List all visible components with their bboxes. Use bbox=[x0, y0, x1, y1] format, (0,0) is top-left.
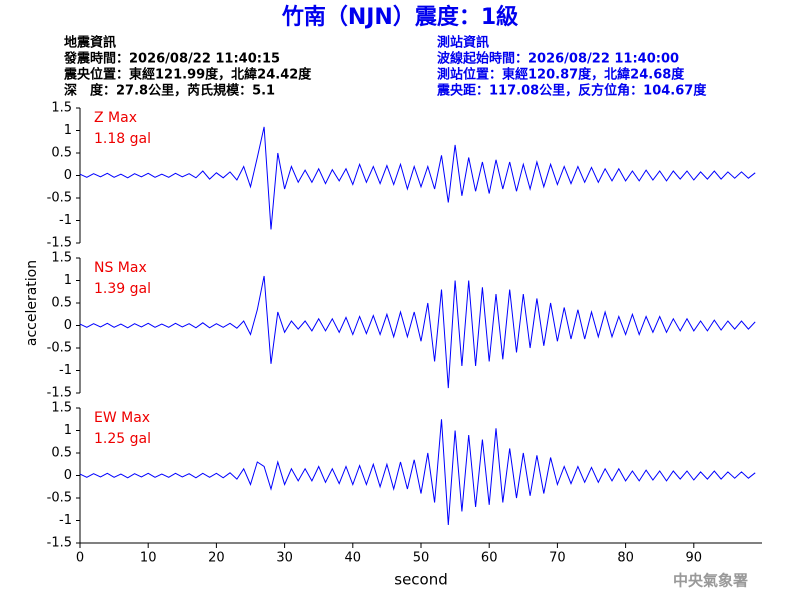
x-tick-label: 10 bbox=[140, 551, 157, 566]
y-tick-label: 1.5 bbox=[51, 401, 72, 416]
y-tick-label: -1 bbox=[59, 363, 72, 378]
x-tick-label: 50 bbox=[413, 551, 430, 566]
y-tick-label: 1 bbox=[64, 123, 72, 138]
y-tick-label: 0.5 bbox=[51, 296, 72, 311]
chart-title: 竹南（NJN）震度：1級 bbox=[281, 4, 518, 30]
y-axis-label: acceleration bbox=[24, 260, 40, 346]
info-line: 測站位置：東經120.87度，北緯24.68度 bbox=[437, 67, 685, 83]
x-tick-label: 60 bbox=[481, 551, 498, 566]
y-tick-label: 0.5 bbox=[51, 446, 72, 461]
y-tick-label: -0.5 bbox=[47, 341, 72, 356]
event-info: 地震資訊 發震時間：2026/08/22 11:40:15 震央位置：東經121… bbox=[63, 35, 312, 99]
y-tick-label: 0 bbox=[64, 318, 72, 333]
x-tick-label: 80 bbox=[617, 551, 634, 566]
y-tick-label: -1.5 bbox=[47, 386, 72, 401]
footer-credit: 中央氣象署 bbox=[673, 572, 748, 590]
max-label: 1.25 gal bbox=[94, 431, 151, 447]
x-tick-label: 40 bbox=[345, 551, 362, 566]
info-line: 測站資訊 bbox=[437, 35, 489, 51]
y-tick-label: 1 bbox=[64, 423, 72, 438]
info-line: 深 度：27.8公里，芮氏規模：5.1 bbox=[64, 83, 275, 99]
waveform bbox=[79, 126, 756, 230]
y-tick-label: 0 bbox=[64, 468, 72, 483]
y-tick-label: -1 bbox=[59, 513, 72, 528]
info-line: 地震資訊 bbox=[64, 35, 116, 51]
y-tick-label: 0.5 bbox=[51, 146, 72, 161]
channel-label: EW Max bbox=[94, 410, 150, 426]
y-tick-label: -1.5 bbox=[47, 236, 72, 251]
info-line: 發震時間：2026/08/22 11:40:15 bbox=[63, 51, 280, 67]
channel-label: Z Max bbox=[94, 110, 137, 126]
x-tick-label: 30 bbox=[276, 551, 293, 566]
info-line: 波線起始時間：2026/08/22 11:40:00 bbox=[437, 51, 679, 67]
x-tick-label: 20 bbox=[208, 551, 225, 566]
y-tick-label: -1.5 bbox=[47, 536, 72, 551]
max-label: 1.18 gal bbox=[94, 131, 151, 147]
max-label: 1.39 gal bbox=[94, 281, 151, 297]
y-tick-label: -0.5 bbox=[47, 491, 72, 506]
x-axis-label: second bbox=[394, 571, 448, 589]
info-line: 震央距：117.08公里，反方位角：104.67度 bbox=[436, 83, 707, 99]
y-tick-label: 0 bbox=[64, 168, 72, 183]
y-tick-label: -1 bbox=[59, 213, 72, 228]
y-tick-label: 1 bbox=[64, 273, 72, 288]
waveform bbox=[79, 275, 756, 389]
x-tick-label: 70 bbox=[549, 551, 566, 566]
station-info: 測站資訊 波線起始時間：2026/08/22 11:40:00 測站位置：東經1… bbox=[436, 35, 707, 99]
x-tick-label: 90 bbox=[686, 551, 703, 566]
waveform bbox=[79, 419, 756, 526]
x-tick-label: 0 bbox=[76, 551, 84, 566]
channel-label: NS Max bbox=[94, 260, 147, 276]
info-line: 震央位置：東經121.99度，北緯24.42度 bbox=[63, 67, 312, 83]
y-tick-label: 1.5 bbox=[51, 101, 72, 116]
y-tick-label: -0.5 bbox=[47, 191, 72, 206]
y-tick-label: 1.5 bbox=[51, 251, 72, 266]
